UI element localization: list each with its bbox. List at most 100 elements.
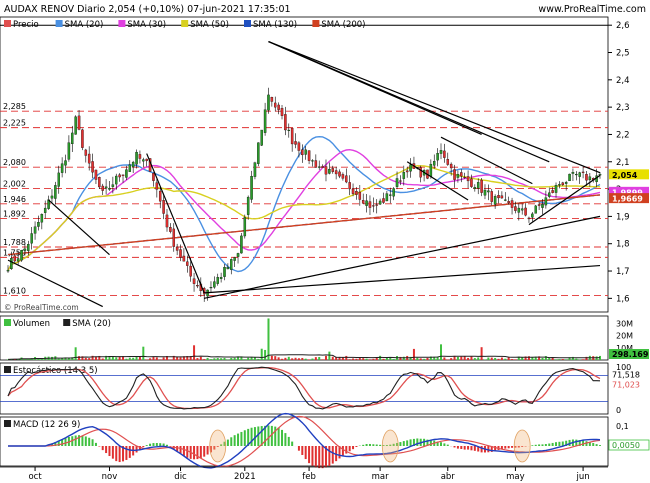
volume-bar	[321, 359, 324, 360]
candle-body	[564, 181, 568, 184]
volume-bar	[348, 359, 351, 360]
volume-bar	[338, 356, 341, 360]
candle-body	[196, 285, 199, 287]
macd-hist-bar	[111, 446, 114, 459]
volume-bar	[416, 357, 419, 360]
volume-bar	[40, 358, 43, 360]
legend-label-0: Precio	[13, 20, 39, 30]
volume-bar	[412, 348, 415, 360]
trend-line-7	[48, 199, 110, 256]
candle-body	[287, 129, 291, 131]
macd-hist-bar	[264, 425, 267, 446]
site-label[interactable]: www.ProRealTime.com	[538, 4, 646, 15]
macd-hist-bar	[396, 442, 399, 446]
volume-bar	[507, 357, 510, 360]
macd-hist-bar	[548, 443, 551, 446]
macd-hist-bar	[176, 446, 179, 452]
candle-body	[449, 163, 453, 169]
x-tick-label-8: jun	[576, 472, 590, 482]
level-label-2: 2,080	[3, 158, 26, 167]
candle-body	[432, 160, 436, 166]
volume-bar	[125, 358, 128, 360]
candle-body	[301, 149, 304, 156]
macd-hist-bar	[338, 446, 341, 459]
price-tick-label-5: 2,1	[616, 158, 630, 168]
macd-hist-bar	[345, 446, 348, 454]
x-tick-label-4: feb	[302, 472, 316, 482]
price-tick-label-1: 2,5	[616, 49, 630, 59]
trend-line-2	[204, 264, 601, 294]
volume-bar	[575, 358, 578, 360]
macd-hist-bar	[287, 436, 290, 446]
macd-hist-bar	[155, 443, 158, 446]
volume-bar	[304, 358, 307, 360]
candle-body	[50, 195, 54, 199]
candle-body	[47, 199, 50, 209]
volume-bar	[544, 356, 547, 360]
macd-hist-bar	[253, 427, 256, 446]
legend-swatch-2	[118, 20, 126, 27]
volume-bar	[64, 357, 67, 360]
macd-hist-bar	[382, 445, 385, 446]
candle-body	[517, 207, 521, 213]
macd-line	[8, 412, 601, 469]
volume-bar	[341, 357, 344, 360]
volume-bar	[399, 356, 402, 360]
candle-body	[243, 217, 247, 237]
volume-bar	[426, 357, 429, 360]
macd-hist-bar	[277, 427, 280, 446]
stoch-tick-100: 100	[616, 363, 631, 372]
candle-body	[510, 200, 514, 208]
macd-hist-bar	[328, 446, 331, 466]
volume-bar	[301, 357, 304, 360]
volume-bar	[487, 357, 490, 360]
macd-hist-bar	[213, 446, 216, 450]
x-tick-label-7: may	[506, 472, 525, 482]
volume-bar	[521, 357, 524, 360]
volume-bar	[284, 357, 287, 360]
volume-bar	[355, 358, 358, 360]
macd-cross-marker-0	[209, 429, 227, 463]
candle-body	[409, 164, 412, 172]
candle-body	[71, 132, 74, 145]
price-tick-label-0: 2,6	[616, 21, 630, 31]
level-label-0: 2,285	[3, 102, 26, 111]
candle-body	[436, 153, 439, 161]
volume-bar	[450, 358, 453, 360]
candle-body	[182, 255, 186, 262]
candle-body	[361, 200, 365, 204]
volume-bar	[223, 357, 226, 360]
volume-bar	[115, 357, 118, 360]
candle-body	[165, 214, 169, 228]
vol-tick-1: 20M	[616, 332, 633, 341]
candle-body	[365, 200, 368, 206]
macd-tag	[608, 439, 650, 451]
macd-hist-bar	[105, 446, 108, 454]
volume-bar	[213, 358, 216, 360]
macd-hist-bar	[331, 446, 334, 464]
vol-tag	[609, 349, 649, 359]
candle-body	[405, 170, 409, 173]
candle-body	[27, 244, 30, 251]
candle-body	[273, 102, 277, 108]
candle-body	[490, 191, 493, 202]
volume-bar	[460, 356, 463, 360]
candle-body	[456, 174, 460, 178]
macd-hist-bar	[226, 439, 229, 446]
candle-body	[125, 169, 128, 178]
candle-body	[280, 108, 284, 116]
volume-bar	[440, 344, 443, 360]
volume-bar	[172, 355, 175, 360]
volume-bar	[385, 357, 388, 360]
macd-hist-bar	[152, 443, 155, 446]
volume-bar	[419, 358, 422, 360]
macd-hist-bar	[514, 446, 517, 448]
x-tick-label-1: nov	[102, 472, 118, 482]
volume-bar	[67, 357, 70, 360]
candle-body	[175, 246, 179, 251]
candle-body	[16, 258, 20, 262]
macd-hist-bar	[440, 442, 443, 446]
candle-body	[226, 267, 230, 270]
volume-bar	[162, 357, 165, 360]
macd-hist-bar	[534, 444, 537, 446]
